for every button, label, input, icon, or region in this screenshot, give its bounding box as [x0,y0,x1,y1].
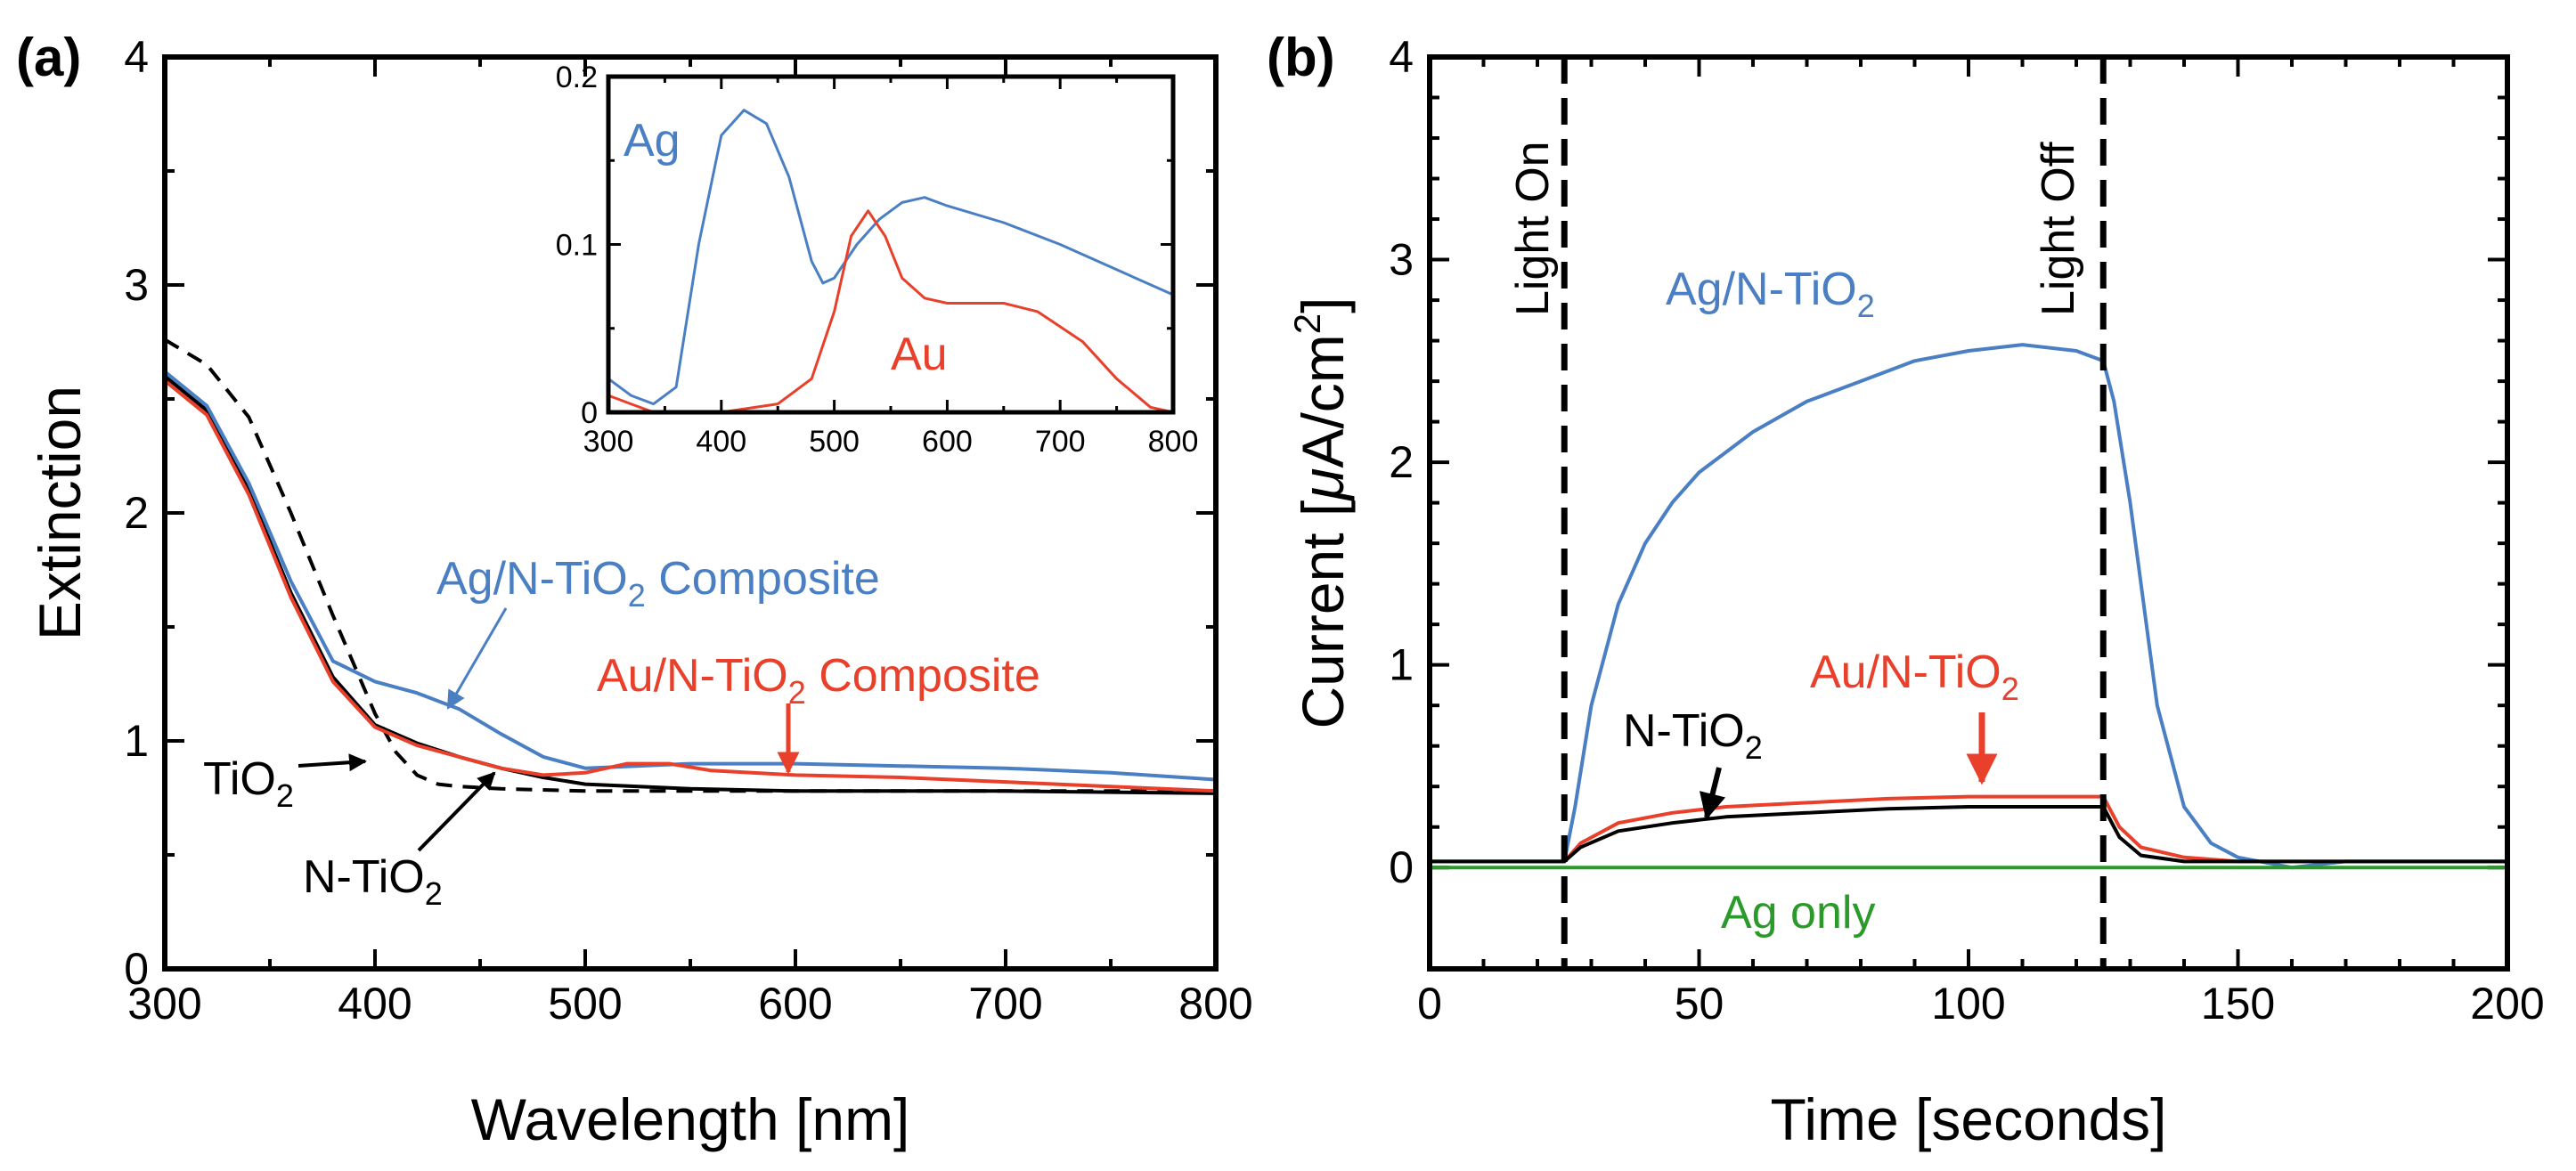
panel-b-y-axis-title: Current [μA/cm2] [1286,297,1356,729]
ntio2-label-b: N-TiO2 [1623,705,1763,766]
panel-a-x-axis-title: Wavelength [nm] [471,1086,910,1152]
x-tick-label-500: 500 [809,425,860,459]
inset-au-label: Au [891,329,948,380]
y-tick-label-1: 1 [124,716,149,766]
inset-chart: 300 400 500 600 700 800 0 0.1 0.2 Ag Au [556,61,1199,459]
au-composite-label: Au/N-TiO2 Composite [597,650,1040,711]
y-tick-label-4: 4 [1389,32,1414,82]
x-tick-label-500: 500 [548,979,622,1029]
y-tick-label-0.1: 0.1 [556,229,598,263]
panel-b-label: (b) [1267,28,1335,87]
panel-a-series [163,337,1217,795]
ag-ntio2-label: Ag/N-TiO2 [1666,264,1875,324]
series-line-n-tio2 [1430,805,2507,864]
ag-only-label: Ag only [1721,887,1875,939]
series-line-ag-n-tio2 [1430,343,2507,870]
ntio2-arrow-b [1699,767,1726,820]
series-line-au-n-tio2-composite [163,378,1217,793]
x-tick-label-600: 600 [758,979,832,1029]
series-line-tio2 [163,337,1216,793]
panel-b-frame [1427,54,2510,972]
au-ntio2-label: Au/N-TiO2 [1810,646,2019,707]
x-tick-label-200: 200 [2470,979,2544,1029]
x-tick-label-300: 300 [583,425,634,459]
panel-b-series [1430,343,2507,870]
x-tick-label-150: 150 [2201,979,2275,1029]
inset-frame [606,74,1176,415]
x-tick-label-100: 100 [1931,979,2005,1029]
y-tick-label-2: 2 [124,488,149,538]
light-switch-lines [1561,57,2107,969]
x-tick-label-700: 700 [1035,425,1086,459]
panel-b: (b) 0 50 100 150 200 0 1 2 3 4 Current [μA/cm2] T… [1267,28,2545,1152]
series-line-ag-n-tio2-composite [163,370,1217,782]
y-tick-label-0: 0 [124,944,149,994]
x-tick-label-400: 400 [338,979,412,1029]
ntio2-label-a: N-TiO2 [303,851,443,912]
y-tick-label-3: 3 [124,260,149,310]
x-tick-label-0: 0 [1417,979,1442,1029]
panel-a-ticks: 300 400 500 600 700 800 0 1 2 3 4 [124,32,1253,1029]
ntio2-arrow-a [417,771,496,852]
panel-a-y-axis-title: Extinction [27,386,93,640]
y-tick-label-0: 0 [1389,842,1414,892]
series-line-ag [607,109,1174,406]
y-tick-label-0: 0 [581,396,598,430]
light-off-label: Light Off [2033,142,2084,316]
y-tick-label-3: 3 [1389,235,1414,285]
y-tick-label-0.2: 0.2 [556,61,598,94]
y-tick-label-2: 2 [1389,437,1414,487]
light-on-label: Light On [1507,141,1559,316]
tio2-arrow [298,753,367,772]
x-tick-label-400: 400 [696,425,746,459]
panel-a: (a) 300 400 500 600 700 800 0 1 2 3 4 Extinction W… [16,28,1253,1152]
y-tick-label-4: 4 [124,32,149,82]
panel-a-label: (a) [16,28,81,87]
x-tick-label-50: 50 [1675,979,1724,1029]
ag-composite-arrow [446,607,508,710]
x-tick-label-700: 700 [968,979,1042,1029]
x-tick-label-600: 600 [922,425,973,459]
inset-ag-label: Ag [624,115,681,167]
tio2-label: TiO2 [203,753,294,814]
panel-b-x-axis-title: Time [seconds] [1770,1086,2166,1152]
x-tick-label-300: 300 [127,979,201,1029]
x-tick-label-800: 800 [1178,979,1252,1029]
y-tick-label-1: 1 [1389,640,1414,690]
series-line-au-n-tio2 [1430,794,2507,864]
panel-a-frame [162,54,1219,972]
x-tick-label-800: 800 [1148,425,1199,459]
ag-composite-label: Ag/N-TiO2 Composite [436,553,880,614]
